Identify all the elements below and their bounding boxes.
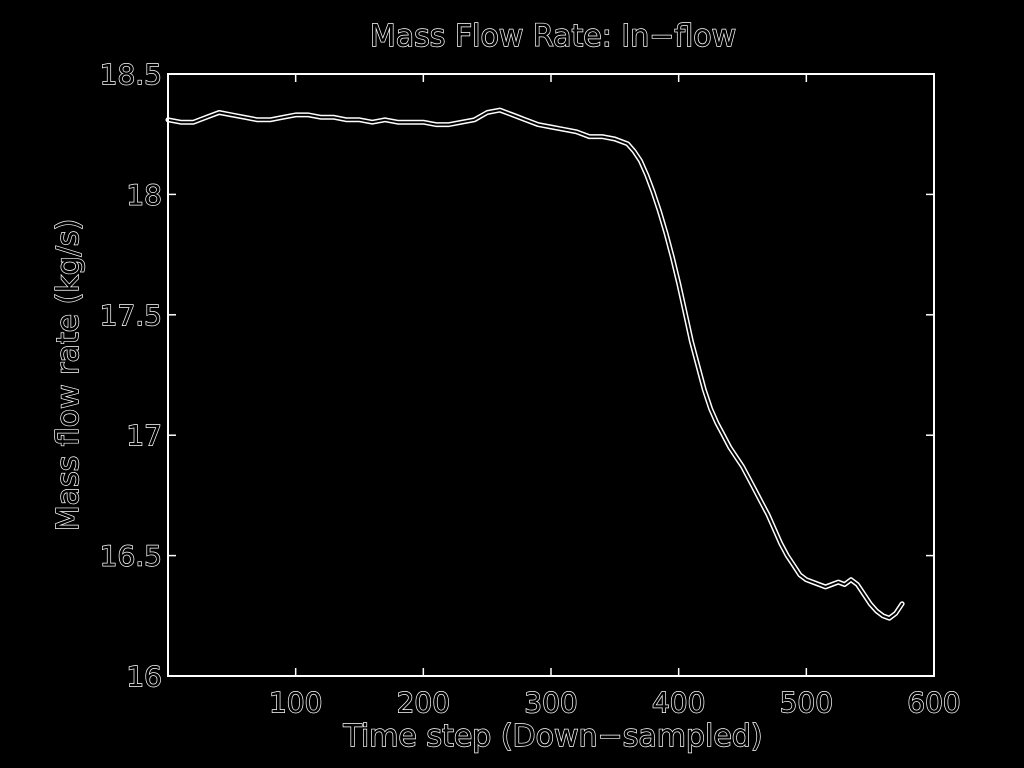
x-tick-label: 400: [652, 686, 705, 719]
y-tick-label: 16: [126, 660, 162, 693]
y-tick-label: 17: [126, 419, 162, 452]
x-tick-label: 500: [780, 686, 833, 719]
x-axis-label: Time step (Down−sampled): [342, 719, 762, 754]
y-tick-label: 17.5: [100, 299, 162, 332]
y-tick-label: 18.5: [100, 58, 162, 91]
x-tick-label: 300: [524, 686, 577, 719]
x-tick-label: 200: [397, 686, 450, 719]
x-tick-label: 600: [907, 686, 960, 719]
plot-frame: [167, 73, 935, 677]
chart-title: Mass Flow Rate: In−flow: [370, 19, 736, 54]
y-tick-label: 18: [126, 178, 162, 211]
series-line-outline: [165, 107, 905, 621]
series-line: [167, 109, 904, 620]
ticks-layer: 100 200 300 400 500 600 16 16.5 17 17.5 18 18.5: [99, 57, 961, 719]
y-axis-label: Mass flow rate (kg/s): [51, 219, 86, 531]
y-tick-label: 16.5: [100, 540, 162, 573]
x-tick-label: 100: [269, 686, 322, 719]
series-layer: [165, 107, 905, 621]
